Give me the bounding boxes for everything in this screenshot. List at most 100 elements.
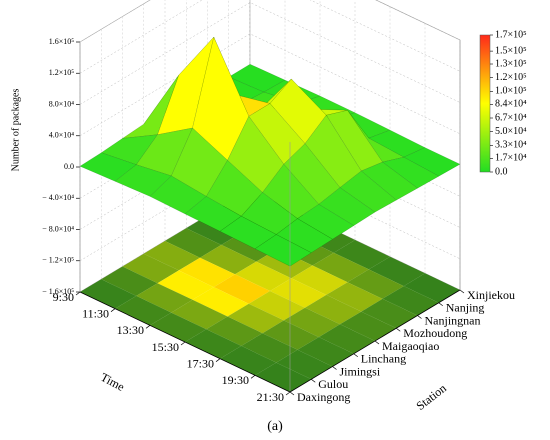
floor-cell bbox=[318, 324, 375, 354]
x-tick-label: 21:30 bbox=[257, 390, 284, 404]
z-tick-label: − 1.2×10⁵ bbox=[42, 256, 74, 265]
grid-line bbox=[79, 33, 461, 137]
grid-line bbox=[79, 189, 461, 293]
floor-cell bbox=[165, 228, 222, 258]
surface-cell bbox=[382, 156, 440, 189]
x-tick bbox=[75, 291, 81, 296]
x-tick bbox=[145, 325, 151, 329]
x-tick bbox=[215, 358, 221, 362]
z-tick-label: − 1.6×10⁵ bbox=[42, 287, 74, 296]
surface-cell bbox=[254, 234, 312, 267]
floor-cell bbox=[340, 311, 397, 341]
y-tick-label: Linchang bbox=[361, 352, 406, 366]
floor-cell bbox=[186, 215, 243, 245]
floor-cell bbox=[157, 270, 214, 300]
y-tick-label: Maigaoqiao bbox=[382, 339, 439, 353]
floor-cell bbox=[80, 279, 137, 309]
colorbar-tick-label: 0.0 bbox=[495, 166, 508, 177]
floor-cell bbox=[262, 320, 319, 350]
y-tick-label: Mozhoudong bbox=[403, 326, 467, 340]
y-axis-title: Station bbox=[414, 381, 449, 413]
surface-cell bbox=[275, 218, 333, 253]
surface-cell bbox=[318, 187, 376, 226]
grid-line bbox=[79, 0, 461, 74]
floor-cell bbox=[312, 252, 369, 283]
colorbar-tick-label: 8.4×10⁴ bbox=[495, 99, 527, 110]
floor-cell bbox=[101, 266, 158, 296]
colorbar-tick-label: 1.2×10⁵ bbox=[495, 72, 527, 83]
y-tick bbox=[438, 302, 443, 307]
floor-cell bbox=[283, 307, 340, 338]
z-tick-label: 1.2×10⁵ bbox=[49, 68, 75, 77]
z-tick-label: − 8.0×10⁴ bbox=[42, 224, 74, 233]
colorbar-tick-label: 1.7×10⁴ bbox=[495, 153, 527, 164]
x-tick bbox=[250, 375, 256, 379]
z-tick-label: 0.0 bbox=[64, 162, 74, 171]
floor-cell bbox=[192, 287, 249, 317]
floor-cell bbox=[291, 265, 348, 295]
surface-cell bbox=[360, 161, 418, 201]
y-tick-label: Jimingsi bbox=[340, 364, 381, 378]
grid-line bbox=[79, 158, 461, 262]
x-tick-label: 11:30 bbox=[82, 306, 109, 320]
grid-line bbox=[79, 2, 461, 105]
floor-cell bbox=[403, 273, 460, 303]
y-tick bbox=[396, 327, 401, 332]
floor-cell bbox=[297, 337, 354, 367]
floor-cell bbox=[115, 295, 172, 326]
floor-cell bbox=[305, 294, 362, 325]
floor-cell bbox=[227, 303, 284, 334]
z-tick-label: − 4.0×10⁴ bbox=[42, 193, 74, 202]
colorbar-tick-label: 3.3×10⁴ bbox=[495, 140, 527, 151]
floor-cell bbox=[235, 261, 292, 291]
y-tick bbox=[311, 378, 316, 383]
floor-cell bbox=[276, 349, 333, 380]
x-tick-label: 13:30 bbox=[117, 323, 144, 337]
z-tick-label: 4.0×10⁴ bbox=[49, 131, 75, 140]
y-tick bbox=[289, 391, 295, 396]
floor-cell bbox=[326, 282, 383, 312]
floor-cell bbox=[270, 278, 327, 308]
z-tick-label: 1.6×10⁵ bbox=[49, 37, 75, 46]
floor-cell bbox=[171, 299, 228, 330]
x-tick bbox=[285, 391, 291, 396]
x-tick bbox=[110, 308, 116, 312]
y-tick bbox=[374, 340, 380, 345]
y-tick bbox=[459, 289, 465, 294]
y-tick-label: Nanjing bbox=[446, 301, 485, 315]
x-tick-label: 17:30 bbox=[187, 356, 214, 370]
x-tick-label: 15:30 bbox=[152, 340, 179, 354]
x-tick bbox=[180, 341, 186, 346]
floor-cell bbox=[136, 283, 193, 313]
floor-cell bbox=[347, 269, 404, 299]
floor-cell bbox=[143, 241, 200, 271]
colorbar-tick-label: 6.7×10⁴ bbox=[495, 112, 527, 123]
floor-cell bbox=[220, 345, 277, 376]
floor-cell bbox=[333, 240, 390, 270]
colorbar-tick-label: 5.0×10⁴ bbox=[495, 126, 527, 137]
colorbar-tick-label: 1.3×10⁵ bbox=[495, 58, 527, 69]
y-tick-label: Nanjingnan bbox=[425, 313, 481, 327]
colorbar bbox=[479, 34, 491, 173]
y-tick-label: Xinjiekou bbox=[467, 288, 515, 302]
grid-line bbox=[79, 0, 461, 43]
caption: (a) bbox=[267, 419, 283, 434]
x-tick-label: 19:30 bbox=[222, 373, 249, 387]
floor-cell bbox=[150, 312, 207, 342]
floor-cell bbox=[213, 274, 270, 304]
floor-cell bbox=[361, 298, 418, 329]
floor-cell bbox=[185, 329, 242, 359]
x-tick-label: 9:30 bbox=[53, 290, 74, 304]
floor-cell bbox=[241, 333, 298, 363]
y-tick bbox=[332, 366, 337, 370]
floor-cell bbox=[248, 291, 305, 321]
floor-cell bbox=[178, 257, 235, 288]
floor-cell bbox=[200, 244, 257, 275]
floor-cell bbox=[382, 286, 439, 316]
surface-cell bbox=[297, 204, 355, 240]
surface-cell bbox=[339, 170, 397, 213]
floor-cell bbox=[206, 316, 263, 346]
colorbar-tick-label: 1.0×10⁵ bbox=[495, 86, 527, 97]
x-axis-title: Time bbox=[98, 370, 127, 394]
